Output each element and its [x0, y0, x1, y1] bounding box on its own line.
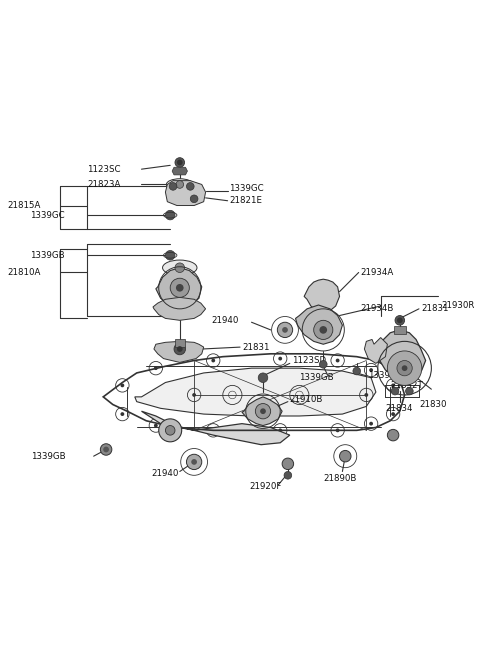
Circle shape [176, 181, 183, 188]
Circle shape [100, 443, 112, 455]
Circle shape [166, 250, 175, 260]
Text: 1339GC: 1339GC [368, 371, 403, 381]
Circle shape [191, 459, 197, 465]
Circle shape [103, 447, 109, 453]
Circle shape [154, 424, 158, 428]
Circle shape [391, 387, 399, 395]
Circle shape [282, 327, 288, 333]
Text: 21830: 21830 [419, 400, 446, 409]
Circle shape [154, 366, 158, 370]
Circle shape [277, 322, 293, 337]
Bar [175, 339, 184, 347]
Circle shape [186, 183, 194, 190]
Circle shape [174, 343, 185, 355]
Circle shape [406, 387, 413, 395]
Polygon shape [153, 297, 205, 320]
Text: 21831: 21831 [422, 305, 449, 313]
Text: 21815A: 21815A [8, 201, 41, 210]
Polygon shape [166, 181, 205, 206]
Circle shape [395, 316, 405, 325]
Text: 21810A: 21810A [8, 268, 41, 277]
Text: 21890B: 21890B [323, 474, 357, 483]
Text: 21831: 21831 [242, 343, 269, 352]
Circle shape [336, 358, 339, 362]
Ellipse shape [163, 260, 197, 275]
Polygon shape [156, 268, 202, 309]
Circle shape [255, 403, 271, 419]
Text: 21832T: 21832T [390, 381, 423, 390]
Polygon shape [364, 337, 387, 364]
Circle shape [314, 320, 333, 339]
Circle shape [397, 318, 403, 323]
Polygon shape [135, 368, 376, 416]
Circle shape [402, 365, 408, 371]
Text: 21821E: 21821E [229, 196, 263, 205]
Circle shape [364, 393, 368, 397]
Polygon shape [304, 279, 339, 312]
Text: 1123SC: 1123SC [87, 164, 120, 174]
Circle shape [336, 428, 339, 432]
Circle shape [320, 360, 327, 368]
Circle shape [284, 472, 292, 479]
Bar [394, 326, 406, 333]
Circle shape [339, 451, 351, 462]
Text: 21934A: 21934A [360, 268, 394, 277]
Circle shape [391, 412, 395, 416]
Text: 1123SD: 1123SD [292, 356, 326, 365]
Circle shape [190, 195, 198, 202]
Text: 21940: 21940 [151, 469, 179, 478]
Circle shape [397, 360, 412, 376]
Circle shape [369, 368, 373, 372]
Circle shape [211, 358, 215, 362]
Circle shape [387, 351, 422, 385]
Text: 1339GC: 1339GC [30, 211, 64, 219]
Ellipse shape [167, 179, 193, 190]
Circle shape [120, 412, 124, 416]
Circle shape [175, 263, 184, 272]
Text: 1339GB: 1339GB [30, 251, 64, 260]
Circle shape [391, 383, 395, 387]
Circle shape [320, 326, 327, 333]
Circle shape [211, 428, 215, 432]
Polygon shape [242, 397, 282, 426]
Circle shape [260, 408, 266, 414]
Text: 21930R: 21930R [441, 301, 474, 310]
Circle shape [369, 422, 373, 426]
Text: 1339GB: 1339GB [32, 452, 66, 460]
Circle shape [169, 183, 177, 190]
Polygon shape [296, 305, 342, 345]
Polygon shape [142, 411, 290, 445]
Circle shape [278, 428, 282, 432]
Text: 21823A: 21823A [87, 180, 120, 189]
Text: 21910B: 21910B [290, 395, 323, 404]
Text: 1339GC: 1339GC [229, 184, 264, 193]
Polygon shape [378, 330, 426, 378]
Polygon shape [172, 167, 187, 175]
Circle shape [166, 426, 175, 435]
Polygon shape [154, 341, 204, 362]
Circle shape [278, 357, 282, 360]
Circle shape [177, 160, 182, 165]
Text: 21920F: 21920F [250, 482, 282, 491]
Circle shape [387, 430, 399, 441]
Circle shape [282, 458, 294, 470]
Circle shape [353, 367, 360, 375]
Circle shape [186, 455, 202, 470]
Circle shape [170, 278, 189, 297]
Circle shape [177, 346, 182, 352]
Circle shape [175, 158, 184, 167]
Circle shape [120, 383, 124, 387]
Circle shape [192, 393, 196, 397]
Circle shape [176, 284, 183, 291]
Text: 1339GB: 1339GB [300, 373, 334, 383]
Text: 21940: 21940 [211, 316, 239, 325]
Text: 21934B: 21934B [360, 305, 394, 313]
Text: 21834: 21834 [385, 404, 413, 413]
Circle shape [166, 210, 175, 220]
Circle shape [159, 419, 181, 442]
Circle shape [258, 373, 268, 383]
